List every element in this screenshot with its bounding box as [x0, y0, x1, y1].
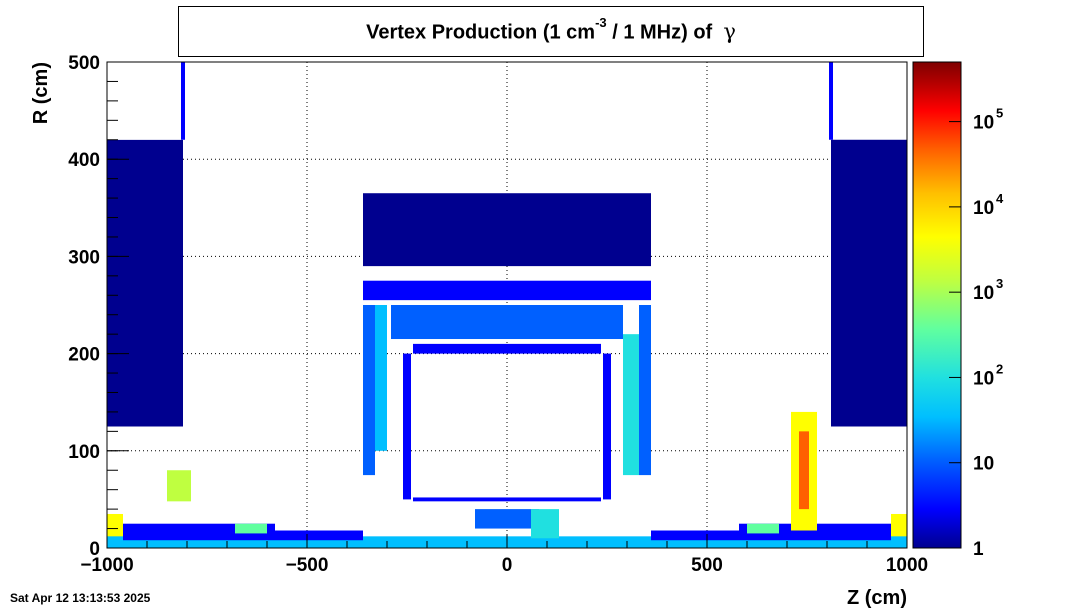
colorbar-label: 10	[973, 283, 994, 304]
heatmap-region	[363, 193, 651, 267]
title-rest: / 1 MHz) of	[612, 21, 713, 44]
heatmap-region	[623, 334, 639, 476]
heatmap-region	[799, 431, 809, 510]
heatmap-region	[403, 353, 411, 500]
title-exponent: -3	[595, 15, 607, 30]
y-tick-label: 500	[68, 53, 100, 74]
colorbar-label-exponent: 3	[996, 276, 1003, 291]
colorbar	[912, 61, 962, 549]
heatmap-region	[391, 305, 623, 340]
heatmap-region	[829, 62, 833, 140]
x-tick-label: 0	[502, 555, 513, 576]
x-tick-label: −500	[286, 555, 329, 576]
y-tick-label: 200	[68, 345, 100, 366]
heatmap-region	[107, 139, 183, 427]
y-tick-label: 300	[68, 247, 100, 268]
colorbar-label-exponent: 2	[996, 361, 1003, 376]
heatmap-region	[413, 497, 601, 502]
y-tick-label: 400	[68, 150, 100, 171]
heatmap-region	[375, 305, 387, 451]
heatmap-region	[363, 305, 375, 476]
heatmap-region	[235, 523, 267, 534]
axis-ticks	[106, 61, 908, 549]
heatmap-region	[181, 62, 185, 140]
x-tick-label: −1000	[80, 555, 133, 576]
tick-labels: −1000 −500 0 500 1000 0 100 200 300 400 500	[68, 53, 928, 576]
colorbar-label: 10	[973, 198, 994, 219]
colorbar-label: 10	[973, 368, 994, 389]
title-particle: γ	[723, 19, 736, 44]
heatmap-region	[107, 62, 183, 140]
colorbar-label: 10	[973, 454, 994, 475]
y-tick-label: 0	[89, 539, 100, 560]
y-tick-label: 100	[68, 442, 100, 463]
heatmap-region	[831, 139, 907, 427]
heatmap-region	[639, 305, 651, 476]
colorbar-label-exponent: 5	[996, 106, 1003, 121]
heatmap-region	[413, 343, 601, 354]
heatmap-region	[363, 280, 651, 301]
x-tick-label: 1000	[886, 555, 928, 576]
colorbar-label: 1	[973, 539, 984, 560]
heatmap-region	[275, 530, 363, 541]
heatmap-region	[651, 530, 739, 541]
timestamp: Sat Apr 12 13:13:53 2025	[10, 591, 151, 605]
x-tick-label: 500	[691, 555, 723, 576]
heatmap-region	[603, 353, 611, 500]
heatmap-region	[475, 509, 539, 529]
heatmap-region	[747, 523, 779, 534]
title-box: Vertex Production (1 cm-3 / 1 MHz) of γ	[178, 6, 924, 57]
x-axis-title: Z (cm)	[847, 587, 907, 609]
heatmap-region	[531, 509, 559, 539]
heatmap-region	[167, 470, 191, 502]
y-axis-title: R (cm)	[30, 62, 52, 124]
colorbar-label-exponent: 4	[996, 191, 1004, 206]
title-main: Vertex Production (1 cm	[366, 21, 596, 44]
chart-title: Vertex Production (1 cm-3 / 1 MHz) of γ	[179, 15, 923, 45]
colorbar-label: 10	[973, 113, 994, 134]
